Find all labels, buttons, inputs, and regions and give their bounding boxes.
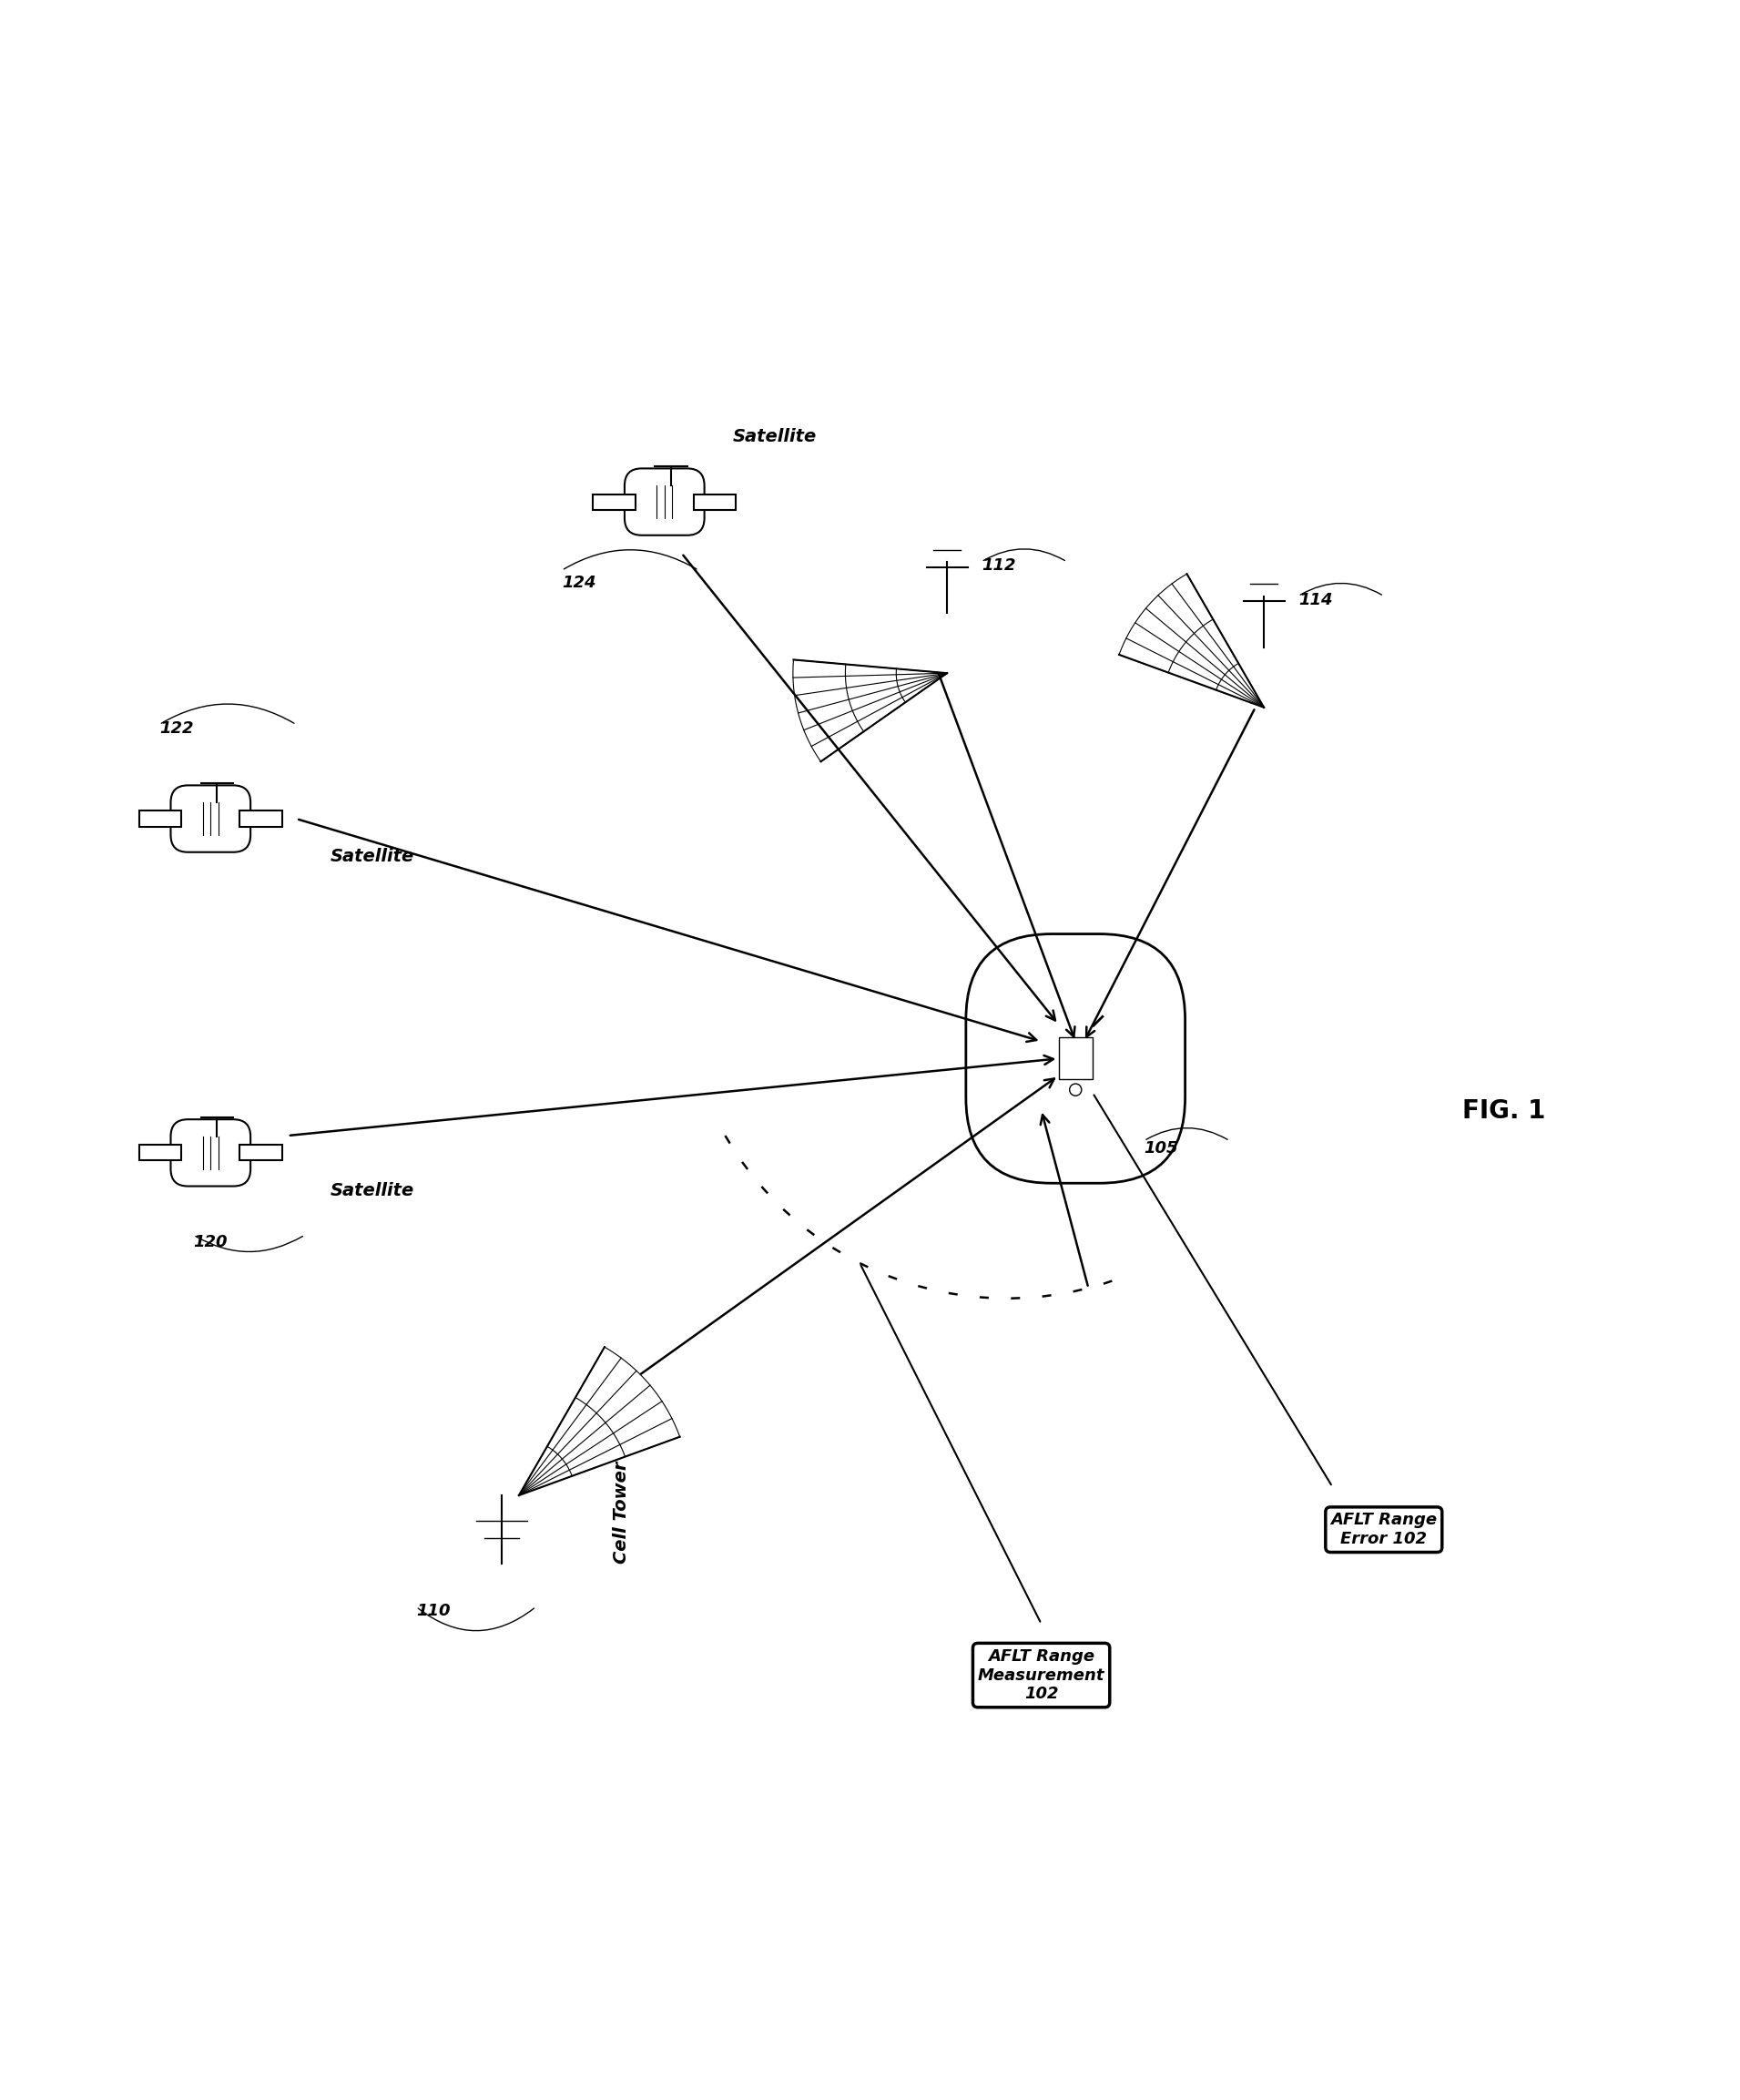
- Bar: [240, 811, 282, 827]
- Text: Satellite: Satellite: [733, 428, 818, 445]
- Bar: [240, 1144, 282, 1161]
- Text: 112: 112: [981, 559, 1016, 573]
- Text: 122: 122: [160, 720, 193, 737]
- Text: 110: 110: [416, 1602, 451, 1619]
- Bar: [139, 1144, 181, 1161]
- FancyBboxPatch shape: [171, 785, 251, 853]
- Text: 124: 124: [562, 575, 595, 590]
- Text: 114: 114: [1298, 592, 1333, 609]
- FancyBboxPatch shape: [625, 468, 705, 536]
- Text: 105: 105: [1143, 1140, 1178, 1157]
- Text: AFLT Range
Measurement
102: AFLT Range Measurement 102: [978, 1648, 1105, 1703]
- FancyBboxPatch shape: [966, 935, 1185, 1182]
- Text: FIG. 1: FIG. 1: [1462, 1098, 1545, 1124]
- Bar: [593, 493, 635, 510]
- Bar: [1058, 1037, 1093, 1079]
- Text: Satellite: Satellite: [331, 848, 414, 865]
- Text: Satellite: Satellite: [331, 1182, 414, 1199]
- Bar: [139, 811, 181, 827]
- Text: Cell Tower: Cell Tower: [612, 1462, 630, 1564]
- Text: 120: 120: [193, 1235, 228, 1252]
- Circle shape: [1070, 1084, 1082, 1096]
- Bar: [694, 493, 736, 510]
- Text: AFLT Range
Error 102: AFLT Range Error 102: [1331, 1512, 1437, 1548]
- FancyBboxPatch shape: [171, 1119, 251, 1186]
